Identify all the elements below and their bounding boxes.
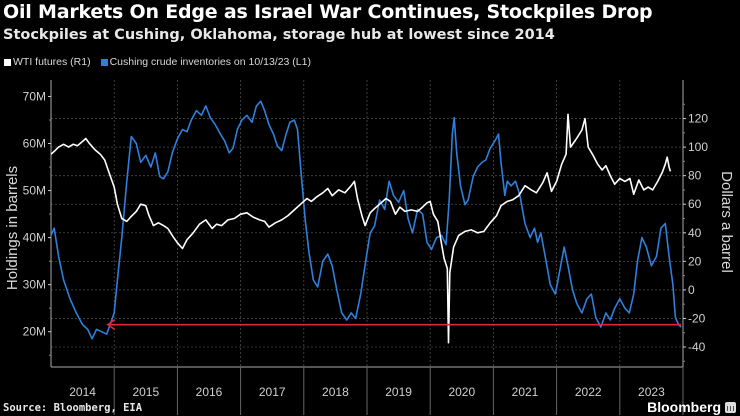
y-axis-left-tick-label: 20M	[23, 325, 46, 339]
brand-logo: Bloomberg	[647, 399, 736, 415]
y-axis-right-tick-label: 100	[688, 140, 708, 154]
x-axis-tick-label: 2020	[448, 385, 475, 399]
x-axis-tick-label: 2022	[575, 385, 602, 399]
bloomberg-chart-icon	[725, 401, 736, 413]
grid-layer	[51, 80, 683, 367]
y-axis-left-tick-label: 50M	[23, 184, 46, 198]
y-axis-left-tick-label: 70M	[23, 89, 46, 103]
x-axis-tick-label: 2015	[132, 385, 159, 399]
chart-subtitle: Stockpiles at Cushing, Oklahoma, storage…	[3, 27, 555, 43]
chart-legend: WTI futures (R1) Cushing crude inventori…	[4, 56, 311, 68]
y-axis-right-tick-label: -20	[688, 311, 706, 325]
y-axis-right-tick-label: 120	[688, 112, 708, 126]
y-axis-right-tick-label: 60	[688, 197, 702, 211]
y-axis-right-tick-label: -40	[688, 340, 706, 354]
legend-label-cushing: Cushing crude inventories on 10/13/23 (L…	[109, 56, 311, 68]
x-axis-tick-label: 2016	[196, 385, 223, 399]
y-axis-right-tick-label: 80	[688, 169, 702, 183]
series-layer	[50, 100, 682, 344]
chart-title: Oil Markets On Edge as Israel War Contin…	[3, 1, 653, 23]
legend-swatch-wti	[4, 58, 11, 66]
y-axis-left-tick-label: 30M	[23, 278, 46, 292]
y-axis-left-tick-label: 60M	[23, 137, 46, 151]
x-axis-tick-label: 2021	[512, 385, 539, 399]
x-axis-tick-label: 2014	[69, 385, 96, 399]
x-axis-tick-label: 2019	[385, 385, 412, 399]
y-axis-right-tick-label: 40	[688, 226, 702, 240]
brand-name: Bloomberg	[647, 399, 721, 415]
y-axis-right-title: Dollars a barrel	[718, 171, 735, 273]
legend-swatch-cushing	[100, 58, 108, 66]
legend-label-wti: WTI futures (R1)	[13, 56, 91, 68]
series-line-wti	[50, 113, 672, 344]
legend-item-cushing: Cushing crude inventories on 10/13/23 (L…	[100, 56, 311, 68]
y-axis-left-title: Holdings in barrels	[4, 166, 21, 290]
source-note: Source: Bloomberg, EIA	[3, 402, 143, 414]
annotation-arrow-head	[106, 319, 116, 331]
axes-layer: 20M 30M 40M 50M 60M 70M -40 -20 0 20 40 60 80 100 120 2…	[23, 80, 708, 415]
y-axis-right-tick-label: 0	[688, 283, 695, 297]
annotation-layer	[106, 319, 682, 331]
y-axis-left-tick-label: 40M	[23, 231, 46, 245]
x-axis-tick-label: 2023	[638, 385, 665, 399]
x-axis-tick-label: 2017	[259, 385, 286, 399]
legend-item-wti: WTI futures (R1)	[4, 56, 91, 68]
series-line-cushing	[50, 100, 682, 340]
y-axis-right-tick-label: 20	[688, 254, 702, 268]
x-axis-tick-label: 2018	[322, 385, 349, 399]
